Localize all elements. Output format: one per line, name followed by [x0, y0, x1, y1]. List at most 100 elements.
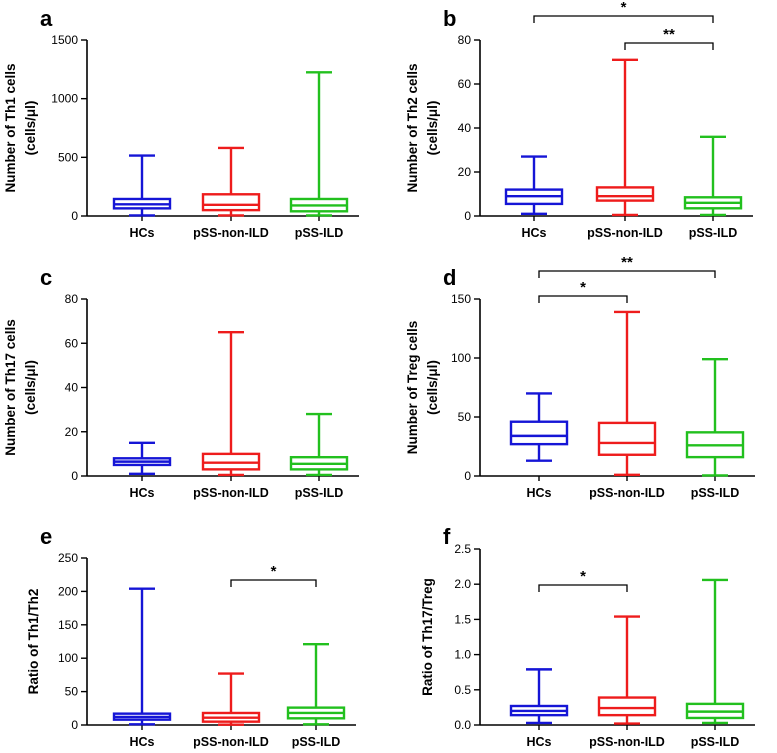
y-tick-label: 0 [71, 718, 78, 732]
significance-bracket: * [230, 563, 317, 587]
y-tick-label: 500 [58, 150, 78, 164]
y-tick-label: 100 [451, 351, 471, 365]
y-tick-label: 2.5 [454, 542, 471, 556]
y-axis-label: Number of Th2 cells [405, 63, 420, 192]
y-tick-label: 20 [458, 165, 472, 179]
box-hcs [112, 154, 172, 217]
y-tick-label: 2.0 [454, 577, 471, 591]
chart-panel-e: e 0 50 100 150 200 250 Ratio of Th1/Th2 HCs pSS-n… [26, 524, 356, 749]
x-tick-label: pSS-ILD [295, 486, 344, 500]
panel-letter: f [443, 524, 451, 549]
x-tick-label: pSS-ILD [691, 735, 740, 749]
y-tick-label: 60 [65, 336, 79, 350]
x-tick-label: HCs [526, 735, 551, 749]
y-tick-label: 0 [71, 209, 78, 223]
box-pss-non-ild [597, 615, 657, 725]
significance-label: ** [663, 26, 675, 43]
y-tick-label: 100 [58, 651, 78, 665]
x-tick-label: pSS-non-ILD [589, 486, 665, 500]
x-tick-label: HCs [129, 735, 154, 749]
y-axis-label: (cells/μl) [23, 360, 38, 415]
bracket-line [538, 270, 716, 278]
y-tick-label: 0 [464, 209, 471, 223]
box-pss-non-ild [597, 310, 657, 477]
significance-bracket: * [538, 279, 628, 303]
chart-panel-b: b 0 20 40 60 80 Number of Th2 cells (cells/μl) H… [405, 0, 753, 240]
y-tick-label: 1.5 [454, 612, 471, 626]
x-tick-label: pSS-ILD [292, 735, 341, 749]
bracket-line [624, 42, 714, 50]
bracket-line [538, 295, 628, 303]
y-tick-label: 250 [58, 551, 78, 565]
box-pss-ild [685, 578, 745, 725]
significance-bracket: ** [538, 254, 716, 278]
x-tick-label: pSS-non-ILD [193, 735, 269, 749]
box-pss-ild [286, 642, 346, 726]
box-pss-non-ild [201, 330, 261, 477]
box-iqr [597, 421, 657, 456]
significance-label: * [580, 568, 586, 585]
x-tick-label: HCs [526, 486, 551, 500]
significance-label: * [271, 563, 277, 580]
x-tick-label: pSS-non-ILD [193, 226, 269, 240]
y-tick-label: 80 [458, 33, 472, 47]
y-tick-label: 1000 [51, 92, 78, 106]
significance-label: * [621, 0, 627, 16]
y-axis-label: Number of Treg cells [405, 321, 420, 455]
x-tick-label: HCs [521, 226, 546, 240]
y-tick-label: 40 [458, 121, 472, 135]
box-pss-ild [289, 412, 349, 477]
y-axis-label: Ratio of Th1/Th2 [26, 589, 41, 695]
x-tick-label: pSS-ILD [689, 226, 738, 240]
y-axis-label: Number of Th17 cells [3, 319, 18, 456]
box-pss-ild [683, 135, 743, 217]
x-tick-label: HCs [129, 226, 154, 240]
box-hcs [112, 587, 172, 726]
y-tick-label: 0.0 [454, 718, 471, 732]
y-tick-label: 1500 [51, 33, 78, 47]
panel-letter: d [443, 265, 456, 290]
panel-letter: e [40, 524, 52, 549]
box-hcs [504, 155, 564, 216]
x-tick-label: pSS-non-ILD [589, 735, 665, 749]
y-tick-label: 150 [58, 618, 78, 632]
x-tick-label: pSS-non-ILD [587, 226, 663, 240]
y-tick-label: 200 [58, 584, 78, 598]
chart-panel-c: c 0 20 40 60 80 Number of Th17 cells (cells/μl)… [3, 265, 359, 500]
y-axis-label: Ratio of Th17/Treg [420, 578, 435, 696]
y-tick-label: 150 [451, 292, 471, 306]
y-tick-label: 0 [464, 469, 471, 483]
box-hcs [509, 392, 569, 462]
bracket-line [230, 579, 317, 587]
box-iqr [509, 420, 569, 446]
box-pss-ild [685, 357, 745, 477]
bracket-line [538, 584, 628, 592]
box-pss-non-ild [201, 672, 261, 726]
box-pss-ild [289, 71, 349, 217]
box-iqr [595, 186, 655, 202]
significance-bracket: * [538, 568, 628, 592]
y-tick-label: 50 [65, 685, 79, 699]
x-tick-label: pSS-ILD [295, 226, 344, 240]
chart-panel-d: d 0 50 100 150 Number of Treg cells (cells/μl)… [405, 254, 755, 500]
y-tick-label: 20 [65, 425, 79, 439]
chart-panel-f: f 0.0 0.5 1.0 1.5 2.0 2.5 Ratio of Th17/Treg HCs… [420, 524, 755, 749]
y-tick-label: 1.0 [454, 648, 471, 662]
y-tick-label: 80 [65, 292, 79, 306]
significance-bracket: * [533, 0, 714, 23]
significance-bracket: ** [624, 26, 714, 50]
y-tick-label: 60 [458, 77, 472, 91]
y-tick-label: 50 [458, 410, 472, 424]
y-tick-label: 0 [71, 469, 78, 483]
box-pss-non-ild [201, 146, 261, 217]
y-axis-label: (cells/μl) [23, 101, 38, 156]
bracket-line [533, 15, 714, 23]
panel-letter: c [40, 265, 52, 290]
y-tick-label: 0.5 [454, 683, 471, 697]
y-axis-label: (cells/μl) [425, 101, 440, 156]
y-axis-label: (cells/μl) [425, 360, 440, 415]
x-tick-label: HCs [129, 486, 154, 500]
chart-panel-a: a 0 500 1000 1500 Number of Th1 cells (cells/μ… [3, 6, 359, 240]
box-hcs [112, 441, 172, 475]
